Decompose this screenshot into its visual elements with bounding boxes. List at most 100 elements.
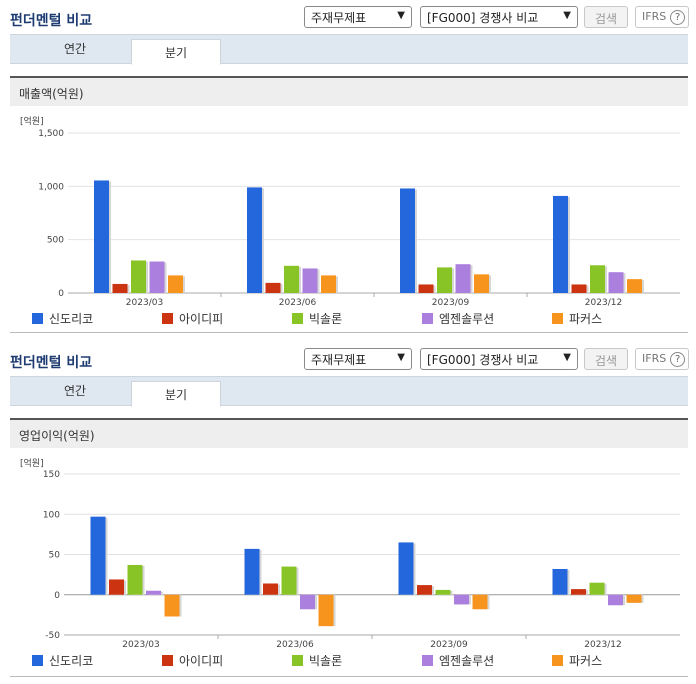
bar — [300, 594, 315, 610]
y-tick-label: 100 — [43, 510, 60, 520]
help-icon: ? — [670, 352, 686, 367]
peer-group-select[interactable]: [FG000] 경쟁사 비교 ▼ — [420, 348, 578, 370]
fundamental-panel-operating-profit: 펀더멘털 비교 주재무제표 ▼ [FG000] 경쟁사 비교 ▼ 검색 IFRS… — [0, 342, 696, 684]
legend-item[interactable]: 엠젠솔루션 — [422, 652, 494, 669]
bar — [590, 265, 605, 293]
bar — [627, 279, 642, 293]
bar — [265, 282, 281, 293]
bar — [474, 274, 489, 293]
legend-label: 엠젠솔루션 — [439, 312, 495, 326]
ifrs-label: IFRS — [642, 10, 667, 23]
bar — [146, 590, 161, 595]
legend-label: 엠젠솔루션 — [439, 654, 495, 668]
legend-item[interactable]: 엠젠솔루션 — [422, 310, 494, 327]
y-tick-label: -50 — [45, 631, 60, 641]
unit-label: [억원] — [20, 117, 44, 127]
bar — [164, 594, 180, 617]
bar — [94, 180, 109, 293]
bar — [90, 516, 106, 595]
x-tick-label: 2023/12 — [585, 298, 622, 308]
legend-label: 신도리코 — [49, 654, 94, 668]
x-tick-label: 2023/06 — [279, 298, 317, 308]
legend-swatch — [162, 313, 173, 324]
period-tabs: 연간 분기 — [10, 376, 688, 407]
unit-label: [억원] — [20, 459, 44, 469]
legend-swatch — [422, 655, 433, 666]
statement-type-select[interactable]: 주재무제표 ▼ — [304, 6, 412, 28]
y-tick-label: 0 — [58, 289, 64, 299]
y-tick-label: 0 — [54, 591, 60, 601]
legend-swatch — [32, 655, 43, 666]
x-tick-label: 2023/06 — [276, 640, 314, 650]
bar — [149, 261, 165, 293]
legend-item[interactable]: 빅솔론 — [292, 310, 342, 327]
revenue-chart: 0 500 1,000 1,500 2023/03 2023/06 2023/09 2023/… — [38, 129, 680, 308]
bar — [552, 568, 568, 595]
y-tick-label: 500 — [47, 236, 64, 246]
y-tick-label: 1,000 — [38, 182, 64, 192]
chart-legend: 신도리코 아이디피 빅솔론 엠젠솔루션 파커스 — [32, 310, 652, 326]
ifrs-help-button[interactable]: IFRS? — [635, 6, 689, 28]
bar — [400, 188, 415, 293]
x-tick-label: 2023/09 — [432, 298, 470, 308]
legend-swatch — [162, 655, 173, 666]
bar — [455, 264, 471, 293]
bar — [168, 275, 183, 293]
bar — [109, 579, 124, 595]
tab-quarterly[interactable]: 분기 — [131, 381, 221, 407]
search-button[interactable]: 검색 — [584, 6, 628, 28]
legend-label: 신도리코 — [49, 312, 94, 326]
bar — [321, 275, 336, 293]
bar — [247, 187, 262, 293]
panel-title: 펀더멘털 비교 — [10, 355, 93, 371]
bar — [608, 272, 624, 293]
x-tick-label: 2023/12 — [584, 640, 621, 650]
legend-item[interactable]: 아이디피 — [162, 310, 223, 327]
bar — [589, 582, 605, 595]
legend-item[interactable]: 신도리코 — [32, 310, 93, 327]
section-divider — [10, 332, 688, 333]
y-tick-label: 150 — [43, 470, 60, 480]
statement-type-value: 주재무제표 — [311, 11, 367, 25]
peer-group-value: [FG000] 경쟁사 비교 — [427, 353, 539, 367]
peer-group-value: [FG000] 경쟁사 비교 — [427, 11, 539, 25]
tab-quarterly[interactable]: 분기 — [131, 39, 221, 65]
bar — [553, 195, 568, 293]
x-tick-label: 2023/03 — [122, 640, 159, 650]
bar — [318, 594, 334, 627]
bar — [418, 284, 434, 293]
peer-group-select[interactable]: [FG000] 경쟁사 비교 ▼ — [420, 6, 578, 28]
chevron-down-icon: ▼ — [397, 10, 405, 21]
bar — [398, 542, 414, 595]
legend-swatch — [552, 655, 563, 666]
legend-swatch — [552, 313, 563, 324]
legend-item[interactable]: 파커스 — [552, 310, 602, 327]
ifrs-help-button[interactable]: IFRS? — [635, 348, 689, 370]
bar — [131, 260, 146, 293]
statement-type-select[interactable]: 주재무제표 ▼ — [304, 348, 412, 370]
fundamental-panel-revenue: 펀더멘털 비교 주재무제표 ▼ [FG000] 경쟁사 비교 ▼ 검색 IFRS… — [0, 0, 696, 336]
legend-label: 아이디피 — [179, 312, 224, 326]
statement-type-value: 주재무제표 — [311, 353, 367, 367]
legend-item[interactable]: 아이디피 — [162, 652, 223, 669]
legend-item[interactable]: 빅솔론 — [292, 652, 342, 669]
period-tabs: 연간 분기 — [10, 34, 688, 65]
tab-annual[interactable]: 연간 — [63, 384, 87, 398]
bar — [263, 583, 278, 595]
tab-annual[interactable]: 연간 — [63, 42, 87, 56]
legend-swatch — [292, 313, 303, 324]
legend-label: 빅솔론 — [309, 654, 343, 668]
legend-item[interactable]: 파커스 — [552, 652, 602, 669]
bar — [437, 267, 452, 293]
legend-label: 아이디피 — [179, 654, 224, 668]
chart-section-title: 영업이익(억원) — [10, 418, 688, 448]
legend-item[interactable]: 신도리코 — [32, 652, 93, 669]
ifrs-label: IFRS — [642, 352, 667, 365]
chart-section-title: 매출액(억원) — [10, 76, 688, 106]
bar — [571, 284, 587, 293]
x-tick-label: 2023/09 — [430, 640, 468, 650]
chevron-down-icon: ▼ — [563, 352, 571, 363]
operating-profit-chart: -50 0 50 100 150 2023/03 2023/06 2023/09 2023/12 — [43, 470, 680, 650]
search-button[interactable]: 검색 — [584, 348, 628, 370]
bar — [417, 585, 432, 595]
